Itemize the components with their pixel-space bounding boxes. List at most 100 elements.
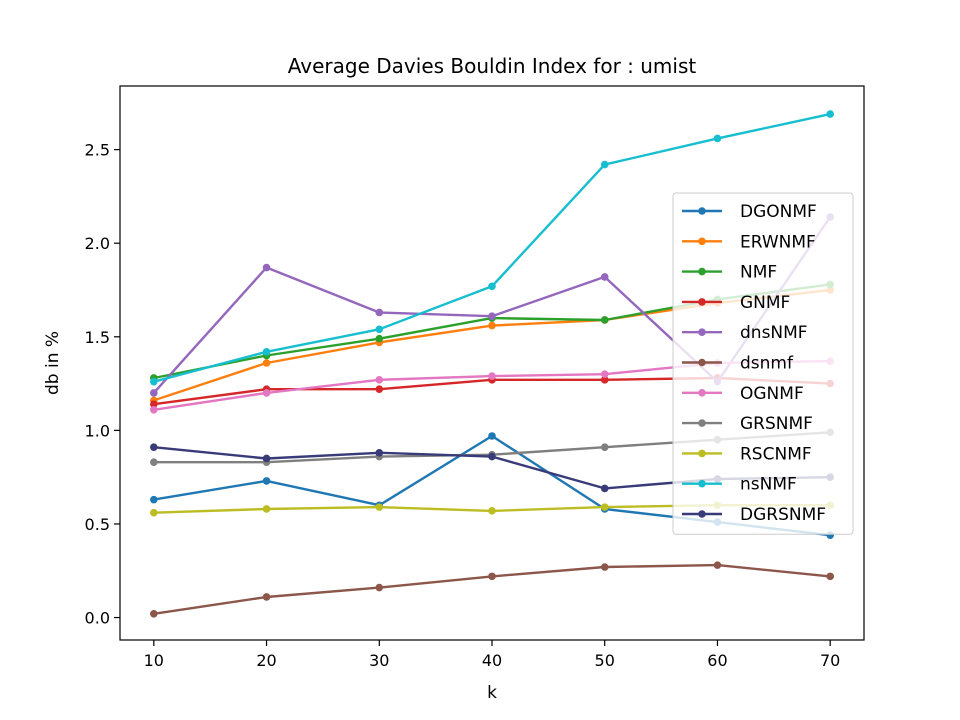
legend-swatch-marker: [698, 389, 706, 397]
data-point-OGNMF-0: [150, 405, 158, 414]
y-tick-label: 2.5: [85, 141, 110, 160]
data-point-RSCNMF-1: [262, 505, 271, 513]
data-point-nsNMF-1: [262, 347, 271, 356]
legend-item-dsnmf: dsnmf: [682, 354, 794, 374]
data-point-dnsNMF-1: [262, 263, 271, 272]
y-tick-label: 2.0: [85, 234, 110, 253]
data-point-dsnmf-5: [713, 561, 722, 569]
x-tick-label: 50: [595, 651, 615, 670]
legend-item-RSCNMF: RSCNMF: [682, 444, 812, 464]
data-point-dsnmf-1: [262, 593, 271, 601]
legend-label: GNMF: [740, 293, 790, 313]
legend-swatch-marker: [698, 267, 706, 276]
data-point-nsNMF-6: [826, 110, 834, 118]
data-point-dsnmf-3: [488, 572, 496, 581]
data-point-DGRSNMF-2: [375, 449, 384, 457]
data-point-NMF-2: [375, 334, 384, 343]
data-point-dnsNMF-3: [488, 312, 496, 321]
legend-swatch-marker: [698, 237, 706, 246]
legend-label: GRSNMF: [740, 414, 813, 434]
data-point-dnsNMF-4: [600, 273, 609, 281]
series-nsNMF: [150, 110, 834, 386]
x-tick-label: 30: [369, 651, 389, 670]
legend-item-GNMF: GNMF: [682, 293, 790, 313]
legend-swatch-marker: [698, 328, 706, 337]
data-point-RSCNMF-3: [488, 507, 496, 515]
legend-label: ERWNMF: [740, 232, 816, 252]
data-point-DGRSNMF-4: [600, 484, 609, 493]
data-point-dsnmf-0: [150, 609, 158, 618]
x-tick-label: 20: [256, 651, 276, 670]
legend-label: nsNMF: [740, 475, 797, 495]
legend-box: [672, 192, 854, 535]
legend-label: DGONMF: [740, 202, 817, 222]
data-point-nsNMF-3: [488, 282, 496, 291]
data-point-NMF-4: [600, 316, 609, 324]
legend-swatch-marker: [698, 419, 706, 427]
legend-item-NMF: NMF: [682, 263, 777, 283]
legend-label: RSCNMF: [740, 444, 812, 464]
y-axis-label: db in %: [43, 331, 63, 395]
data-point-DGONMF-0: [150, 495, 158, 504]
data-point-dnsNMF-0: [150, 389, 158, 397]
data-point-GRSNMF-0: [150, 458, 158, 466]
legend-swatch-marker: [698, 298, 706, 306]
data-point-nsNMF-0: [150, 377, 158, 386]
legend-label: dsnmf: [740, 354, 794, 374]
legend-item-ERWNMF: ERWNMF: [682, 232, 816, 252]
legend-label: dnsNMF: [740, 323, 808, 343]
data-point-ERWNMF-3: [488, 321, 496, 330]
data-point-OGNMF-1: [262, 389, 271, 397]
data-point-GNMF-2: [375, 385, 384, 394]
legend-item-DGRSNMF: DGRSNMF: [682, 505, 826, 525]
legend-item-DGONMF: DGONMF: [682, 202, 817, 222]
legend-label: NMF: [740, 263, 777, 283]
data-point-OGNMF-3: [488, 372, 496, 380]
x-tick-label: 10: [144, 651, 164, 670]
x-tick-label: 70: [820, 651, 840, 670]
x-tick-label: 40: [482, 651, 502, 670]
legend-item-dnsNMF: dnsNMF: [682, 323, 808, 343]
legend-swatch-marker: [698, 479, 706, 488]
data-point-DGRSNMF-3: [488, 452, 496, 461]
data-point-dsnmf-6: [826, 572, 834, 581]
y-tick-label: 1.0: [85, 421, 110, 440]
data-point-DGRSNMF-1: [262, 454, 271, 463]
legend-label: DGRSNMF: [740, 505, 826, 525]
y-tick-label: 0.0: [85, 609, 110, 628]
data-point-GNMF-4: [600, 376, 609, 384]
data-point-nsNMF-4: [600, 160, 609, 169]
data-point-DGONMF-3: [488, 432, 496, 440]
data-point-nsNMF-5: [713, 134, 722, 143]
data-point-dsnmf-2: [375, 583, 384, 592]
legend-item-GRSNMF: GRSNMF: [682, 414, 813, 434]
axes: 10 20 30 40 50 60 70 0.0 0.5 1.0 1.5 2.0 2.5: [85, 141, 841, 670]
data-point-DGONMF-1: [262, 477, 271, 485]
legend-swatch-marker: [698, 510, 706, 518]
legend-swatch-marker: [698, 358, 706, 367]
legend-item-OGNMF: OGNMF: [682, 384, 804, 404]
y-tick-label: 0.5: [85, 515, 110, 534]
series-dsnmf: [150, 561, 834, 618]
chart-title: Average Davies Bouldin Index for : umist: [288, 54, 697, 78]
data-point-dsnmf-4: [600, 563, 609, 571]
data-point-DGRSNMF-0: [150, 443, 158, 452]
data-point-RSCNMF-2: [375, 503, 384, 511]
legend: DGONMF ERWNMF NMF GNMF dnsNMF dsnmf OGNMF GRSNM…: [672, 192, 854, 535]
data-point-dnsNMF-2: [375, 308, 384, 317]
legend-label: OGNMF: [740, 384, 804, 404]
x-tick-label: 60: [707, 651, 727, 670]
data-point-GRSNMF-4: [600, 443, 609, 452]
legend-swatch-marker: [698, 207, 706, 215]
data-point-RSCNMF-4: [600, 503, 609, 511]
legend-swatch-marker: [698, 449, 706, 458]
legend-item-nsNMF: nsNMF: [682, 475, 797, 495]
y-tick-label: 1.5: [85, 328, 110, 347]
x-axis-label: k: [487, 683, 497, 703]
data-point-ERWNMF-1: [262, 359, 271, 367]
data-point-GNMF-0: [150, 400, 158, 408]
data-point-nsNMF-2: [375, 325, 384, 334]
data-point-OGNMF-2: [375, 376, 384, 384]
data-point-OGNMF-4: [600, 370, 609, 379]
